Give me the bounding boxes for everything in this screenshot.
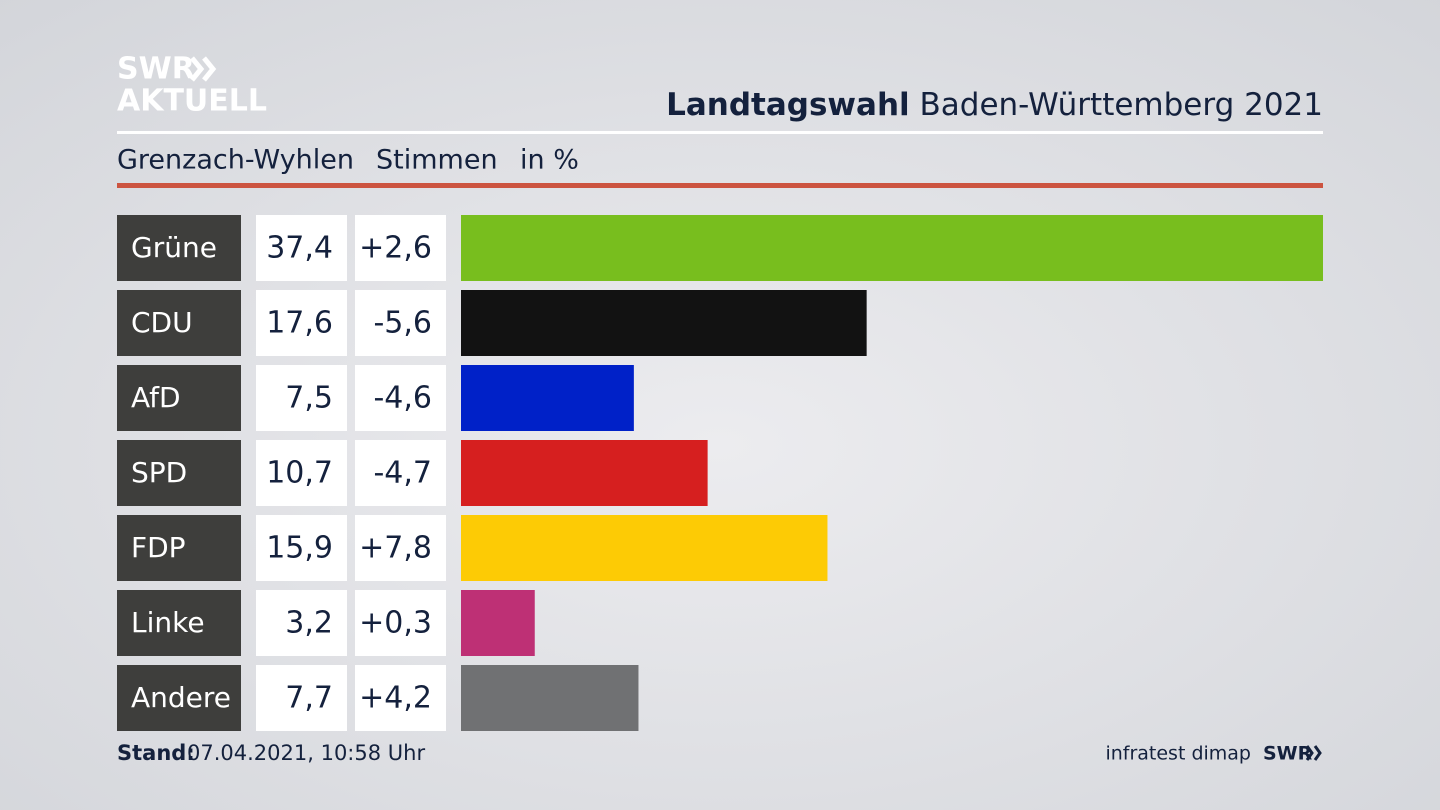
party-cell	[117, 665, 241, 731]
bar	[461, 290, 867, 356]
party-label: FDP	[131, 531, 186, 564]
value-cell	[256, 365, 347, 431]
divider	[117, 131, 1323, 134]
unit: in %	[520, 145, 579, 176]
change-label: +7,8	[359, 531, 432, 566]
measure: Stimmen	[376, 145, 498, 176]
footer-logo-arrows	[1305, 745, 1322, 761]
party-cell	[117, 590, 241, 656]
title: Landtagswahl Baden-Württemberg 2021	[666, 87, 1323, 123]
title-bold: Landtagswahl	[666, 87, 910, 123]
value-label: 17,6	[266, 306, 333, 341]
change-cell	[355, 290, 446, 356]
stand-label: Stand:	[117, 741, 195, 765]
value-label: 7,5	[285, 381, 333, 416]
value-label: 10,7	[266, 456, 333, 491]
party-label: Andere	[131, 681, 231, 714]
party-cell	[117, 290, 241, 356]
change-label: -4,7	[373, 456, 432, 491]
party-label: Linke	[131, 606, 205, 639]
change-label: -4,6	[373, 381, 432, 416]
change-cell	[355, 440, 446, 506]
logo-top: SWR	[117, 52, 195, 87]
party-label: Grüne	[131, 231, 217, 264]
value-label: 3,2	[285, 606, 333, 641]
value-cell	[256, 665, 347, 731]
party-cell	[117, 365, 241, 431]
value-cell	[256, 515, 347, 581]
bar	[461, 665, 639, 731]
change-label: +4,2	[359, 681, 432, 716]
change-cell	[355, 215, 446, 281]
subtitle: Baden-Württemberg 2021	[920, 87, 1323, 123]
logo-arrows	[190, 56, 217, 82]
value-label: 37,4	[266, 231, 333, 266]
change-label: +0,3	[359, 606, 432, 641]
logo-bottom: AKTUELL	[117, 84, 267, 119]
bar	[461, 515, 828, 581]
bar	[461, 590, 535, 656]
party-cell	[117, 215, 241, 281]
stand: 07.04.2021, 10:58 Uhr	[187, 741, 425, 765]
change-cell	[355, 590, 446, 656]
accent-line	[117, 183, 1323, 188]
party-label: SPD	[131, 456, 187, 489]
party-label: CDU	[131, 306, 193, 339]
change-label: +2,6	[359, 231, 432, 266]
source: infratest dimap	[1105, 743, 1251, 765]
bar	[461, 215, 1323, 281]
party-cell	[117, 440, 241, 506]
change-cell	[355, 665, 446, 731]
value-label: 15,9	[266, 531, 333, 566]
value-label: 7,7	[285, 681, 333, 716]
bar	[461, 440, 708, 506]
change-label: -5,6	[373, 306, 432, 341]
value-cell	[256, 290, 347, 356]
region: Grenzach-Wyhlen	[117, 145, 354, 176]
value-cell	[256, 440, 347, 506]
change-cell	[355, 515, 446, 581]
value-cell	[256, 215, 347, 281]
footer-logo: SWR	[1263, 743, 1313, 765]
party-cell	[117, 515, 241, 581]
change-cell	[355, 365, 446, 431]
bar	[461, 365, 634, 431]
party-label: AfD	[131, 381, 181, 414]
value-cell	[256, 590, 347, 656]
